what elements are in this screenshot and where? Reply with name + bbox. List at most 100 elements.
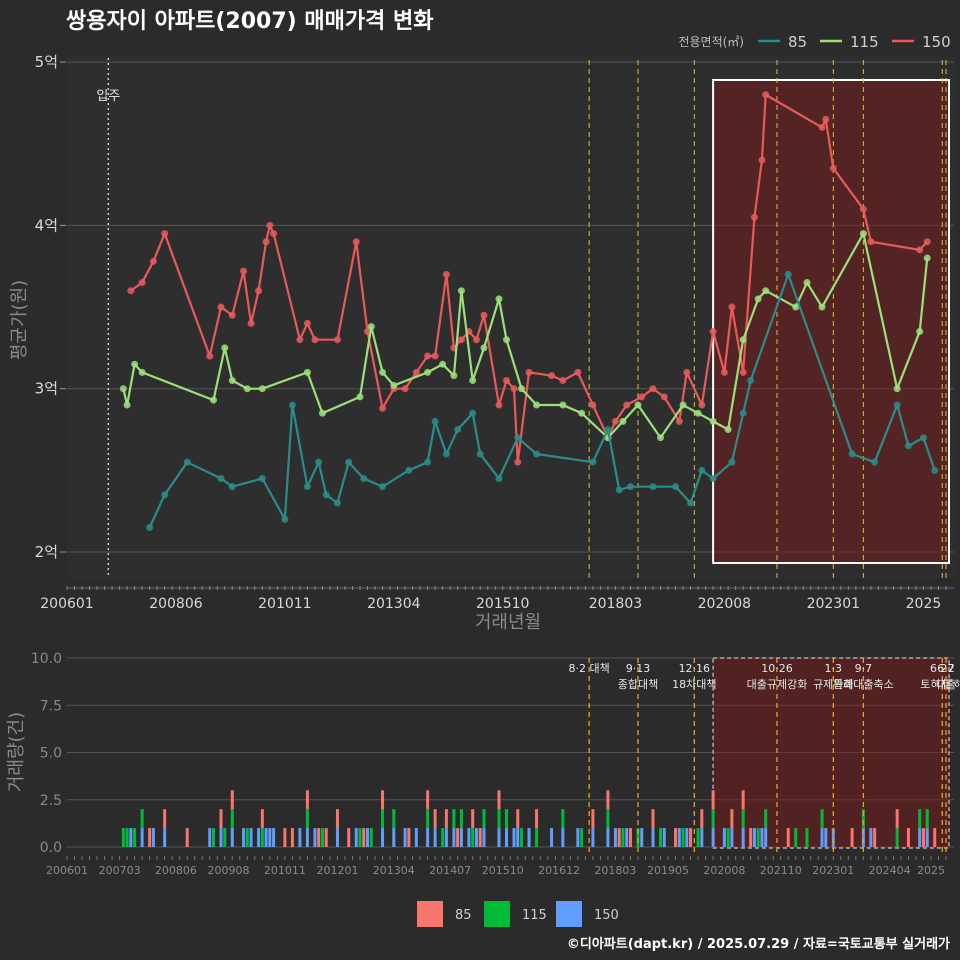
legend-bottom-label-85: 85 xyxy=(455,908,472,923)
data-point-150 xyxy=(525,368,533,376)
data-point-85 xyxy=(183,458,191,466)
y2-tick-label: 7.5 xyxy=(40,698,62,714)
data-point-85 xyxy=(615,486,623,494)
volume-bar-115 xyxy=(358,828,362,847)
data-point-115 xyxy=(724,426,732,434)
legend-bottom-swatch-115 xyxy=(484,901,510,927)
volume-bar-150 xyxy=(414,828,418,847)
data-point-150 xyxy=(270,230,278,238)
volume-bar-115 xyxy=(741,809,745,829)
volume-bar-85 xyxy=(163,809,167,829)
volume-bar-115 xyxy=(756,828,760,847)
data-point-150 xyxy=(424,352,432,360)
data-point-150 xyxy=(698,401,706,409)
data-point-85 xyxy=(360,475,368,483)
data-point-150 xyxy=(240,267,248,275)
series-line-85 xyxy=(148,273,936,528)
volume-bar-150 xyxy=(700,828,704,847)
volume-bar-115 xyxy=(895,828,899,847)
x-tick-label: 200601 xyxy=(40,596,93,612)
volume-bar-115 xyxy=(820,809,824,829)
data-point-115 xyxy=(803,279,811,287)
volume-bar-150 xyxy=(504,828,509,847)
plot-background xyxy=(67,55,956,578)
data-point-85 xyxy=(495,475,503,483)
data-point-150 xyxy=(495,401,503,409)
x-tick-label: 202008 xyxy=(698,596,751,612)
volume-bar-150 xyxy=(257,828,261,847)
data-point-150 xyxy=(649,385,657,393)
data-point-115 xyxy=(356,393,364,401)
volume-bar-150 xyxy=(313,828,317,847)
volume-bar-150 xyxy=(576,828,580,847)
data-point-150 xyxy=(638,393,646,401)
volume-bar-115 xyxy=(121,828,125,847)
y-tick-label: 4억 xyxy=(35,216,58,234)
x2-tick-label: 202301 xyxy=(812,864,854,877)
x-axis-label: 거래년월 xyxy=(475,612,541,633)
volume-bar-115 xyxy=(260,828,264,847)
data-point-85 xyxy=(379,483,387,491)
volume-bar-150 xyxy=(497,828,501,847)
volume-bar-115 xyxy=(140,809,144,829)
volume-bar-150 xyxy=(651,828,655,847)
volume-bar-150 xyxy=(459,828,463,847)
data-point-115 xyxy=(457,287,465,295)
data-point-150 xyxy=(503,377,510,385)
data-point-150 xyxy=(457,336,465,344)
data-point-150 xyxy=(720,368,728,376)
volume-bar-150 xyxy=(820,828,824,847)
volume-bar-150 xyxy=(869,828,873,847)
data-point-150 xyxy=(311,336,319,344)
data-point-85 xyxy=(893,401,901,409)
policy-annotation: 특례대출축소 xyxy=(833,678,894,691)
volume-bar-115 xyxy=(764,809,768,829)
volume-bar-85 xyxy=(606,790,610,810)
y2-tick-label: 10.0 xyxy=(31,651,62,667)
y2-tick-label: 2.5 xyxy=(40,793,62,809)
volume-bar-150 xyxy=(677,828,681,847)
volume-bar-85 xyxy=(433,809,437,829)
volume-bar-85 xyxy=(362,828,366,847)
volume-bar-85 xyxy=(730,809,734,829)
data-point-85 xyxy=(333,499,341,507)
data-point-85 xyxy=(533,450,541,458)
y2-tick-label: 5.0 xyxy=(40,746,62,762)
y-axis-label: 평균가(원) xyxy=(9,280,30,360)
volume-bar-150 xyxy=(640,828,644,847)
volume-bar-85 xyxy=(617,828,621,847)
data-point-85 xyxy=(514,434,522,442)
x2-tick-label: 201011 xyxy=(264,864,306,877)
data-point-150 xyxy=(480,311,488,319)
volume-bar-115 xyxy=(696,828,700,847)
data-point-85 xyxy=(303,483,311,491)
legend-bottom-swatch-150 xyxy=(556,901,582,927)
volume-bar-85 xyxy=(219,809,223,829)
data-point-150 xyxy=(149,257,157,265)
volume-bar-85 xyxy=(535,809,539,829)
data-point-115 xyxy=(619,417,627,425)
volume-bar-150 xyxy=(129,828,133,847)
data-point-115 xyxy=(762,287,770,295)
data-point-115 xyxy=(518,385,526,393)
data-point-150 xyxy=(161,230,169,238)
volume-bar-115 xyxy=(245,828,249,847)
data-point-115 xyxy=(709,417,717,425)
data-point-115 xyxy=(221,344,229,352)
volume-bar-85 xyxy=(628,828,632,847)
volume-bar-115 xyxy=(861,809,865,829)
volume-bar-85 xyxy=(700,809,704,829)
data-point-85 xyxy=(709,475,717,483)
volume-bar-150 xyxy=(516,828,520,847)
volume-bar-150 xyxy=(298,828,302,847)
volume-bar-150 xyxy=(163,828,167,847)
volume-bar-150 xyxy=(861,828,865,847)
policy-annotation: 규제완화 xyxy=(813,678,853,691)
volume-bar-150 xyxy=(242,828,246,847)
data-point-115 xyxy=(657,434,665,442)
legend-title: 전용면적(㎡) xyxy=(678,35,744,49)
volume-bar-85 xyxy=(516,809,520,829)
data-point-150 xyxy=(923,238,931,246)
data-point-115 xyxy=(303,368,311,376)
data-point-85 xyxy=(848,450,856,458)
